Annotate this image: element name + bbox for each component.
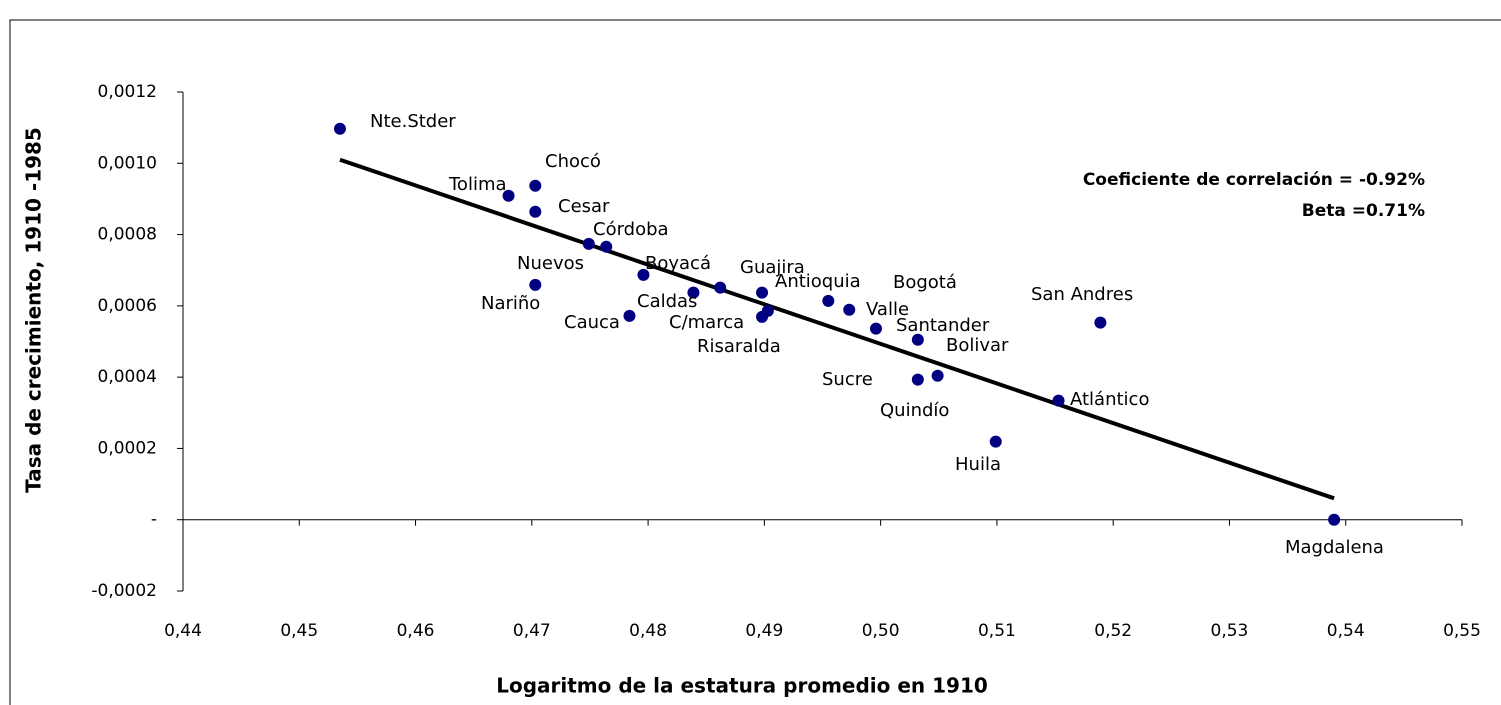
x-tick-label: 0,46 xyxy=(397,621,435,641)
point xyxy=(869,322,882,335)
point-label: Bogotá xyxy=(893,272,957,293)
trend-line xyxy=(339,157,1335,501)
point xyxy=(989,435,1002,448)
y-tick-label: - xyxy=(151,510,157,530)
point xyxy=(637,268,650,281)
point-label: Chocó xyxy=(545,151,601,172)
point-label: San Andres xyxy=(1031,284,1133,305)
point-label: Nariño xyxy=(481,293,540,314)
chart-frame xyxy=(9,19,1501,705)
point-label: Boyacá xyxy=(645,253,711,274)
x-tick-label: 0,50 xyxy=(862,621,900,641)
point-label: Cauca xyxy=(564,312,620,333)
point-label: Nte.Stder xyxy=(370,111,456,132)
point xyxy=(623,309,636,322)
annotation: Coeficiente de correlación = -0.92% xyxy=(1083,170,1425,190)
point xyxy=(756,286,769,299)
x-tick-label: 0,45 xyxy=(280,621,318,641)
point-label: C/marca xyxy=(669,312,744,333)
point xyxy=(529,278,542,291)
x-tick-label: 0,48 xyxy=(629,621,667,641)
point xyxy=(529,205,542,218)
point-label: Valle xyxy=(866,299,909,320)
point xyxy=(529,179,542,192)
y-tick-label: 0,0008 xyxy=(98,225,157,245)
y-tick-label: -0,0002 xyxy=(91,581,157,601)
y-tick-label: 0,0006 xyxy=(98,296,157,316)
point-label: Sucre xyxy=(822,369,873,390)
point xyxy=(911,373,924,386)
point-label: Nuevos xyxy=(517,253,584,274)
x-tick-label: 0,44 xyxy=(164,621,202,641)
point xyxy=(843,303,856,316)
x-tick-label: 0,53 xyxy=(1211,621,1249,641)
point xyxy=(333,122,346,135)
x-tick-label: 0,54 xyxy=(1327,621,1365,641)
point-label: Huila xyxy=(955,454,1001,475)
y-tick-label: 0,0012 xyxy=(98,82,157,102)
point-label: Caldas xyxy=(637,291,697,312)
point-label: Quindío xyxy=(880,400,949,421)
point-label: Bolivar xyxy=(946,335,1009,356)
point-label: Magdalena xyxy=(1285,537,1384,558)
y-tick-label: 0,0002 xyxy=(98,438,157,458)
point xyxy=(714,281,727,294)
annotation: Beta =0.71% xyxy=(1302,201,1425,221)
point xyxy=(502,189,515,202)
point xyxy=(911,333,924,346)
point xyxy=(687,286,700,299)
point xyxy=(1094,316,1107,329)
point-label: Atlántico xyxy=(1070,389,1149,410)
x-tick-label: 0,47 xyxy=(513,621,551,641)
x-axis-title: Logaritmo de la estatura promedio en 191… xyxy=(496,674,988,698)
x-tick-label: 0,51 xyxy=(978,621,1016,641)
y-tick-label: 0,0010 xyxy=(98,153,157,173)
x-tick-label: 0,49 xyxy=(745,621,783,641)
point-label: Tolima xyxy=(448,174,507,195)
point-label: Cesar xyxy=(558,196,610,217)
point xyxy=(761,304,774,317)
point-label: Guajira xyxy=(740,257,805,278)
point-label: Antioquia xyxy=(775,271,861,292)
point xyxy=(822,294,835,307)
point xyxy=(931,369,944,382)
y-tick-label: 0,0004 xyxy=(98,367,157,387)
point xyxy=(1052,394,1065,407)
x-tick-label: 0,52 xyxy=(1094,621,1132,641)
point xyxy=(600,240,613,253)
point-label: Santander xyxy=(896,315,990,336)
point-label: Risaralda xyxy=(697,336,781,357)
y-axis-title: Tasa de crecimiento, 1910 -1985 xyxy=(22,127,46,493)
point xyxy=(582,237,595,250)
x-tick-label: 0,55 xyxy=(1443,621,1481,641)
point xyxy=(1328,513,1341,526)
point-label: Córdoba xyxy=(593,219,669,240)
